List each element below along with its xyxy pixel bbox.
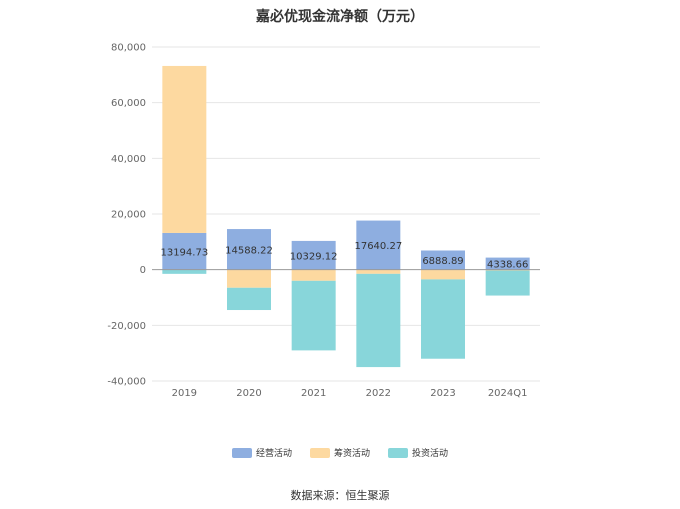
data-label: 6888.89 — [422, 256, 463, 267]
y-tick-label: 0 — [140, 265, 146, 276]
bar-segment — [421, 279, 465, 359]
data-label: 13194.73 — [160, 247, 208, 258]
axis-layer: 80,000 60,000 40,000 20,000 0 -20,000 -40,000 2… — [107, 43, 540, 399]
bar-segment — [162, 269, 207, 274]
legend-item[interactable]: 经营活动 — [231, 446, 292, 459]
bar-layer — [162, 65, 530, 368]
x-tick-label: 2024Q1 — [488, 388, 528, 399]
data-label: 4338.66 — [487, 260, 528, 271]
bar-segment — [356, 269, 401, 274]
bar-segment — [227, 269, 271, 288]
bar-segment — [162, 232, 207, 270]
y-tick-label: 40,000 — [111, 154, 146, 165]
legend-item[interactable]: 筹资活动 — [309, 446, 370, 459]
bar-segment — [291, 280, 336, 351]
x-tick-label: 2022 — [366, 388, 391, 399]
bar-segment — [485, 257, 530, 270]
chart-title: 嘉必优现金流净额（万元） — [256, 9, 424, 25]
legend-swatch — [231, 447, 252, 458]
legend-swatch — [309, 447, 330, 458]
y-tick-label: 80,000 — [111, 43, 146, 54]
x-tick-label: 2021 — [301, 388, 326, 399]
legend-item[interactable]: 投资活动 — [388, 446, 448, 459]
bar-segment — [485, 270, 530, 296]
legend-label: 投资活动 — [412, 449, 449, 459]
x-tick-label: 2019 — [172, 388, 197, 399]
x-tick-label: 2023 — [430, 388, 455, 399]
bar-segment — [421, 269, 465, 280]
y-tick-label: -40,000 — [107, 377, 146, 388]
bar-segment — [291, 269, 336, 281]
bar-segment — [356, 220, 401, 270]
y-tick-label: 60,000 — [111, 98, 146, 109]
data-label: 14588.22 — [225, 245, 273, 256]
x-tick-label: 2020 — [236, 388, 261, 399]
y-tick-label: -20,000 — [107, 321, 146, 332]
bar-segment — [227, 287, 271, 311]
bar-segment — [421, 250, 465, 270]
source-note: 数据来源：恒生聚源 — [290, 489, 390, 502]
legend-label: 筹资活动 — [333, 449, 370, 459]
bar-segment — [356, 273, 401, 368]
label-layer: 13194.73 14588.22 10329.12 17640.27 6888.89 4… — [160, 241, 528, 271]
y-tick-label: 20,000 — [111, 210, 146, 221]
legend-swatch — [388, 447, 408, 458]
grid-layer — [152, 46, 540, 382]
bar-segment — [227, 229, 271, 270]
legend-label: 经营活动 — [255, 449, 292, 459]
bar-segment — [162, 65, 207, 233]
bar-segment — [291, 240, 336, 270]
legend: 经营活动 筹资活动 投资活动 — [0, 446, 680, 459]
data-label: 17640.27 — [354, 241, 402, 252]
data-label: 10329.12 — [290, 251, 338, 262]
